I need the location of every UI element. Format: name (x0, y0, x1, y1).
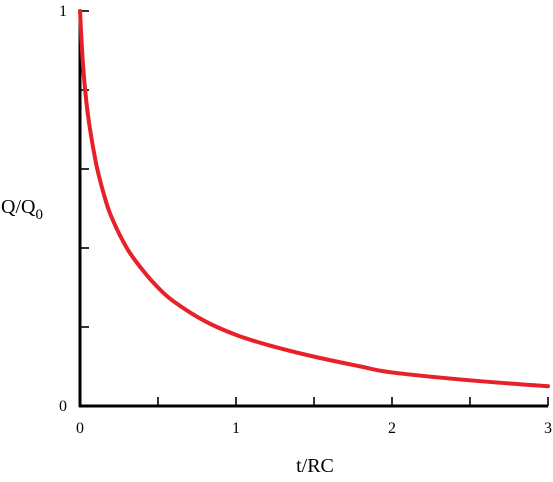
y-tick-label: 0 (59, 398, 67, 415)
x-tick-label: 0 (76, 420, 84, 437)
tick-labels: 0 1 2 3 0 1 (59, 3, 552, 437)
y-axis-title: Q/Q0 (1, 196, 43, 223)
ticks (80, 10, 549, 406)
x-tick-label: 1 (232, 420, 240, 437)
x-tick-label: 2 (388, 420, 396, 437)
y-tick-label: 1 (59, 3, 67, 20)
y-axis-title-subscript: 0 (35, 207, 43, 223)
x-axis-title: t/RC (296, 455, 334, 477)
series-line (78, 9, 550, 389)
axes (78, 10, 548, 408)
y-axis-title-main: Q/Q (1, 196, 36, 218)
x-tick-label: 3 (544, 420, 552, 437)
series-layer (78, 9, 550, 389)
